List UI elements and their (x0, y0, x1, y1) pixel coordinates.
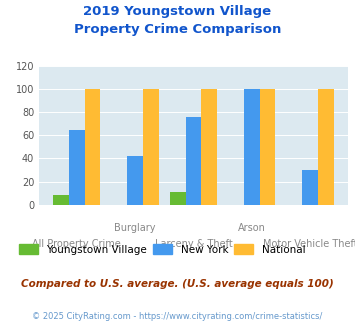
Text: Burglary: Burglary (114, 223, 156, 233)
Text: 2019 Youngstown Village
Property Crime Comparison: 2019 Youngstown Village Property Crime C… (74, 5, 281, 36)
Bar (201, 89, 217, 205)
Bar (260, 89, 275, 205)
Text: Compared to U.S. average. (U.S. average equals 100): Compared to U.S. average. (U.S. average … (21, 279, 334, 289)
Bar (143, 89, 159, 205)
Text: Motor Vehicle Theft: Motor Vehicle Theft (263, 239, 355, 249)
Bar (170, 192, 186, 205)
Legend: Youngstown Village, New York, National: Youngstown Village, New York, National (20, 245, 305, 255)
Bar (53, 195, 69, 205)
Bar (84, 89, 100, 205)
Text: Larceny & Theft: Larceny & Theft (154, 239, 233, 249)
Text: All Property Crime: All Property Crime (32, 239, 121, 249)
Bar (318, 89, 334, 205)
Bar (127, 156, 143, 205)
Bar (69, 129, 84, 205)
Bar (302, 170, 318, 205)
Text: Arson: Arson (238, 223, 266, 233)
Bar (244, 89, 260, 205)
Text: © 2025 CityRating.com - https://www.cityrating.com/crime-statistics/: © 2025 CityRating.com - https://www.city… (32, 312, 323, 321)
Bar (186, 117, 201, 205)
